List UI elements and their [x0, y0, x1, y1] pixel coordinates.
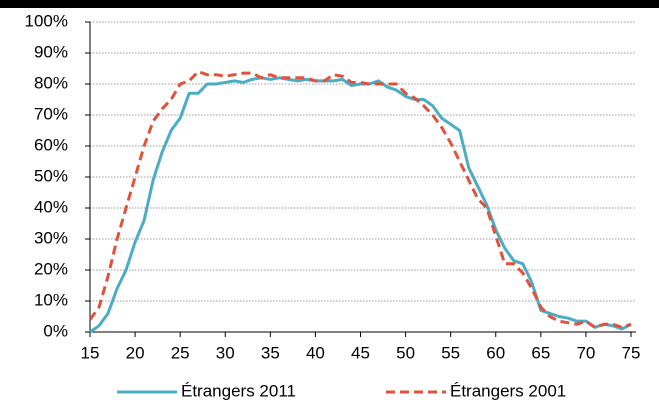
legend-label: Étrangers 2011: [181, 381, 296, 400]
legend-label: Étrangers 2001: [450, 381, 566, 400]
x-tick-label: 75: [622, 343, 641, 362]
y-tick-label: 70%: [34, 104, 68, 123]
x-tick-label: 65: [531, 343, 550, 362]
x-tick-label: 30: [216, 343, 235, 362]
y-tick-label: 40%: [34, 197, 68, 216]
y-tick-label: 50%: [34, 166, 68, 185]
x-tick-label: 40: [306, 343, 325, 362]
y-tick-label: 90%: [34, 42, 68, 61]
y-tick-label: 60%: [34, 135, 68, 154]
top-bar: [0, 0, 659, 8]
y-tick-label: 80%: [34, 73, 68, 92]
y-tick-label: 100%: [25, 11, 68, 30]
x-tick-label: 15: [81, 343, 100, 362]
x-tick-label: 55: [441, 343, 460, 362]
y-tick-label: 20%: [34, 259, 68, 278]
x-tick-label: 45: [351, 343, 370, 362]
x-tick-label: 35: [261, 343, 280, 362]
y-tick-label: 30%: [34, 228, 68, 247]
series-line: [88, 70, 632, 329]
x-tick-label: 20: [126, 343, 145, 362]
x-tick-label: 60: [486, 343, 505, 362]
series-line: [89, 76, 632, 334]
x-tick-label: 50: [396, 343, 415, 362]
y-tick-label: 10%: [34, 290, 68, 309]
y-tick-label: 0%: [43, 321, 68, 340]
x-tick-label: 70: [576, 343, 595, 362]
x-tick-label: 25: [171, 343, 190, 362]
